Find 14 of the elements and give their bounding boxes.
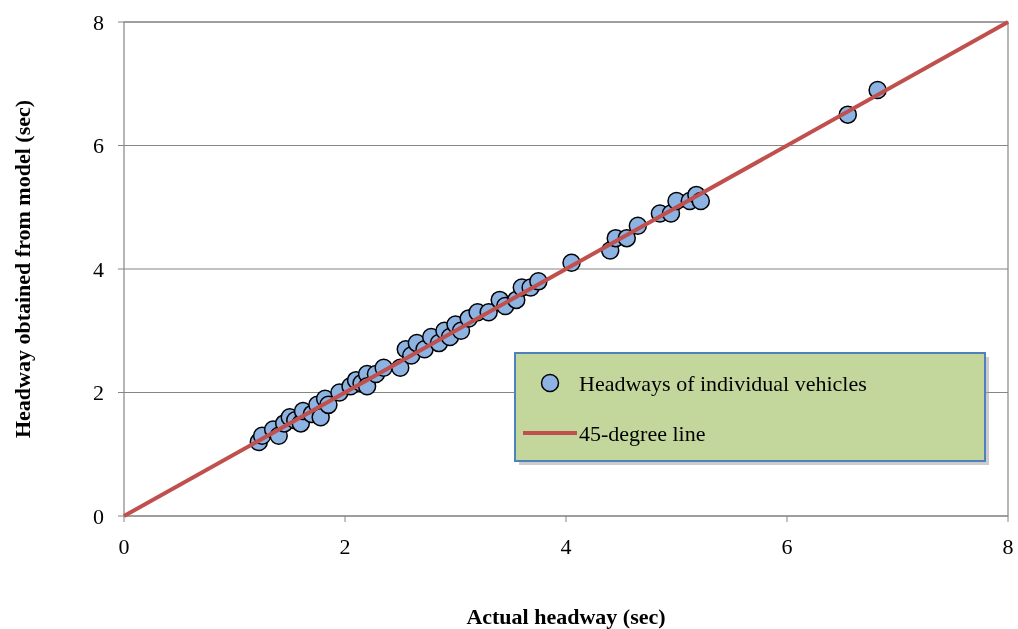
- y-tick-label: 2: [93, 380, 104, 406]
- y-tick-label: 4: [93, 256, 104, 282]
- y-axis-title: Headway obtained from model (sec): [10, 99, 35, 439]
- y-tick-label: 0: [93, 503, 104, 529]
- x-tick-label: 4: [560, 534, 572, 559]
- x-tick-label: 8: [1002, 534, 1014, 559]
- x-tick-label: 6: [781, 534, 793, 559]
- x-tick-label: 0: [118, 534, 130, 559]
- legend-label: Headways of individual vehicles: [579, 370, 867, 396]
- y-tick-label: 8: [93, 9, 104, 35]
- y-tick-label: 6: [93, 133, 104, 159]
- x-axis-title: Actual headway (sec): [466, 604, 666, 629]
- legend-label: 45-degree line: [579, 420, 706, 446]
- x-tick-label: 2: [339, 534, 351, 559]
